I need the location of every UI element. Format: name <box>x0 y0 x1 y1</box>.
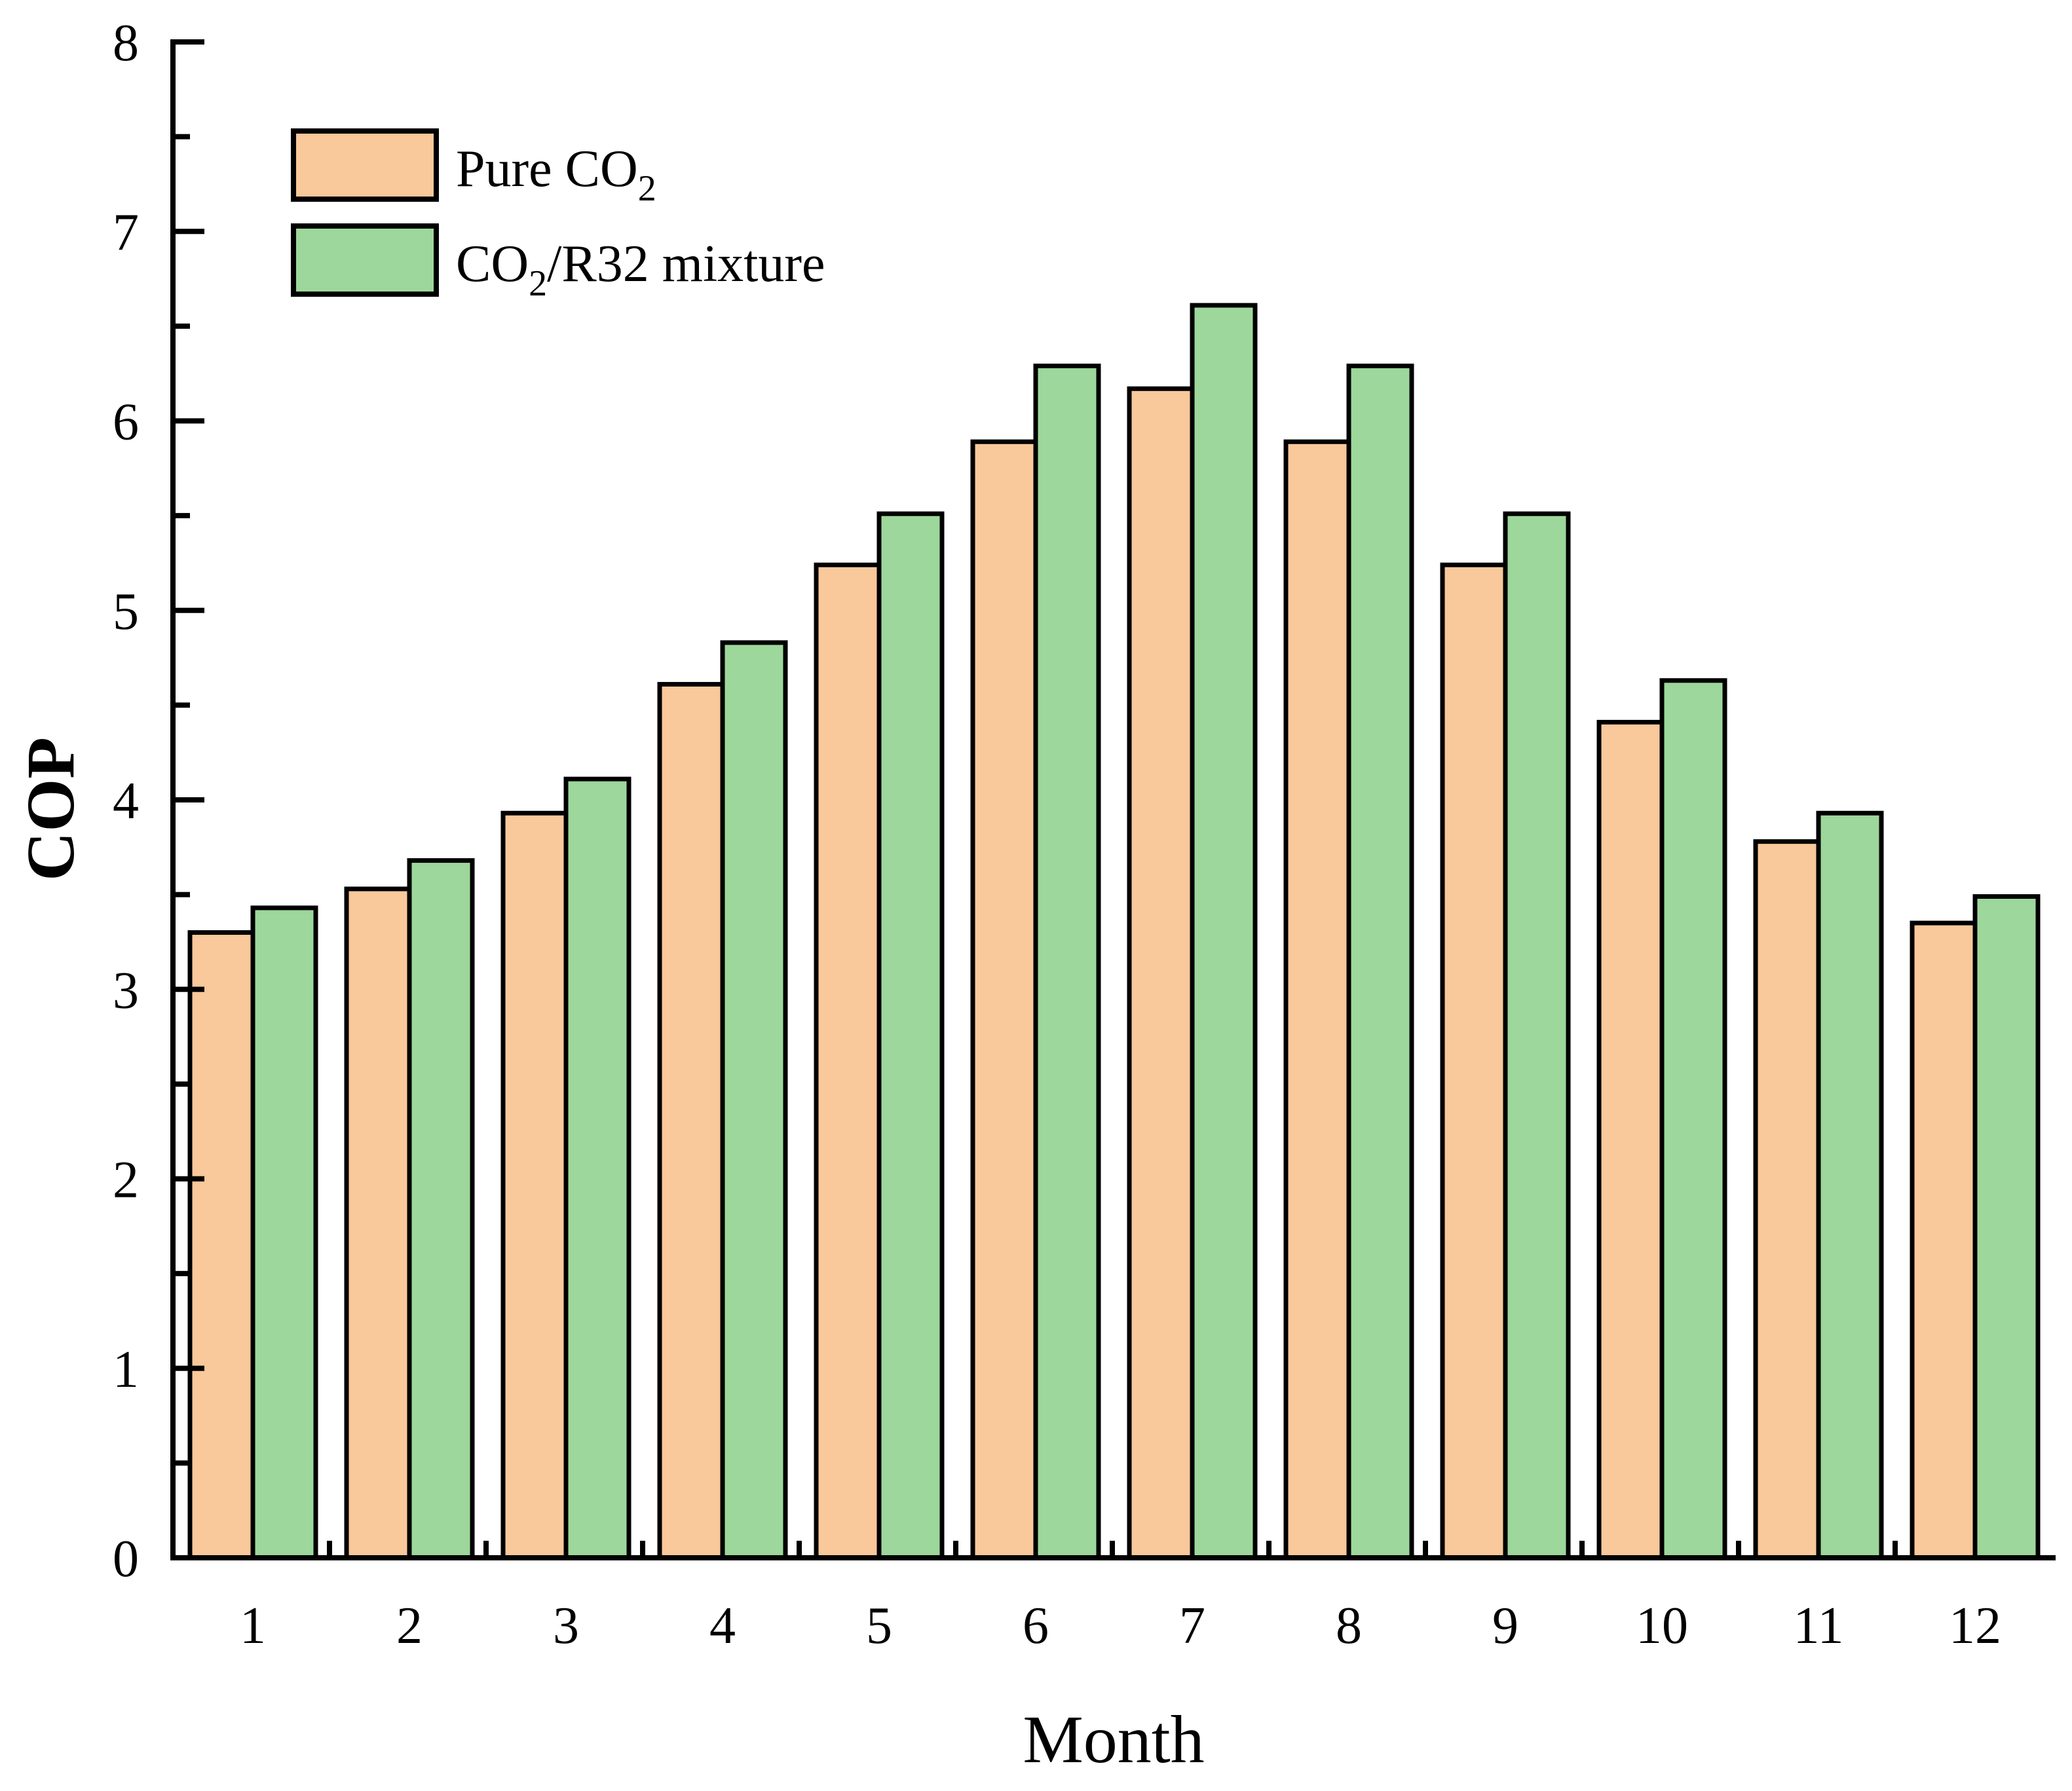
x-tick-label-3: 3 <box>553 1597 579 1655</box>
bar-pure-co2-12 <box>1910 920 1978 1560</box>
bar-pure-co2-1 <box>187 930 255 1560</box>
legend-label-pure-co2: Pure CO2 <box>456 140 656 209</box>
bar-co2-r32-mixture-9 <box>1503 511 1571 1560</box>
y-tick-label-8: 8 <box>113 14 139 72</box>
bar-pure-co2-2 <box>344 886 412 1560</box>
bar-co2-r32-mixture-1 <box>250 905 318 1560</box>
y-tick-label-5: 5 <box>113 583 139 641</box>
y-tick-label-1: 1 <box>113 1341 139 1399</box>
bar-co2-r32-mixture-4 <box>720 640 788 1560</box>
y-tick-label-4: 4 <box>113 772 139 830</box>
legend-swatch-co2-r32-mixture <box>291 223 439 297</box>
bar-pure-co2-10 <box>1596 719 1665 1560</box>
bar-pure-co2-7 <box>1127 386 1195 1560</box>
bar-pure-co2-3 <box>500 810 569 1560</box>
x-tick-label-1: 1 <box>240 1597 266 1655</box>
x-tick-label-11: 11 <box>1793 1597 1843 1655</box>
bar-pure-co2-6 <box>970 439 1038 1560</box>
bar-co2-r32-mixture-6 <box>1033 364 1101 1560</box>
x-axis-title: Month <box>1023 1702 1204 1777</box>
bar-pure-co2-8 <box>1283 439 1351 1560</box>
x-tick-label-5: 5 <box>866 1597 892 1655</box>
bar-co2-r32-mixture-8 <box>1346 364 1414 1560</box>
bar-co2-r32-mixture-7 <box>1190 303 1258 1560</box>
bar-co2-r32-mixture-12 <box>1972 894 2041 1560</box>
legend-swatch-pure-co2 <box>291 128 439 202</box>
bar-co2-r32-mixture-2 <box>407 858 475 1560</box>
bars-layer <box>187 303 2041 1560</box>
y-tick-label-6: 6 <box>113 394 139 451</box>
x-tick-label-2: 2 <box>396 1597 423 1655</box>
y-tick-label-2: 2 <box>113 1152 139 1209</box>
x-tick-label-9: 9 <box>1492 1597 1518 1655</box>
x-tick-label-12: 12 <box>1949 1597 2001 1655</box>
axes-layer <box>170 39 2056 1560</box>
x-tick-label-4: 4 <box>709 1597 736 1655</box>
y-axis-title: COP <box>13 737 88 881</box>
legend-label-co2-r32-mixture: CO2/R32 mixture <box>456 235 825 304</box>
y-tick-label-7: 7 <box>113 204 139 261</box>
bar-pure-co2-5 <box>814 562 882 1560</box>
bar-co2-r32-mixture-11 <box>1816 810 1884 1560</box>
y-tick-label-3: 3 <box>113 962 139 1019</box>
bar-co2-r32-mixture-3 <box>563 776 631 1560</box>
bar-pure-co2-4 <box>657 682 725 1560</box>
bar-pure-co2-9 <box>1440 562 1508 1560</box>
legend: Pure CO2 CO2/R32 mixture <box>291 128 825 304</box>
x-tick-label-8: 8 <box>1336 1597 1362 1655</box>
bar-pure-co2-11 <box>1753 839 1821 1560</box>
x-tick-label-6: 6 <box>1023 1597 1049 1655</box>
y-tick-label-0: 0 <box>113 1530 139 1588</box>
bar-co2-r32-mixture-5 <box>876 511 945 1560</box>
x-tick-label-10: 10 <box>1636 1597 1688 1655</box>
bar-co2-r32-mixture-10 <box>1659 678 1727 1560</box>
x-tick-label-7: 7 <box>1179 1597 1205 1655</box>
